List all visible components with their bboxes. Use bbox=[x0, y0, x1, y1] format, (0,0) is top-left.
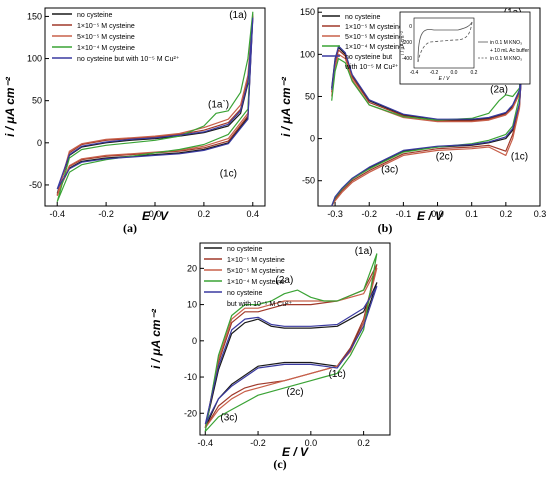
series-line-4 bbox=[204, 253, 378, 432]
x-tick-label: -0.4 bbox=[49, 209, 65, 219]
x-axis-label: E / V bbox=[142, 209, 169, 223]
curve-annotation: (3c) bbox=[381, 164, 398, 175]
x-tick-label: 0.0 bbox=[149, 209, 162, 219]
inset-x-tick: -0.4 bbox=[410, 70, 419, 76]
x-tick-label: 0.0 bbox=[431, 209, 444, 219]
legend-label: no cysteine but with 10⁻⁵ M Cu²⁺ bbox=[77, 56, 180, 63]
legend-label: 5×10⁻⁵ M cysteine bbox=[345, 34, 403, 41]
inset-legend-label: in 0.1 M KNO₃ bbox=[490, 40, 522, 46]
inset-plot-frame bbox=[413, 17, 475, 69]
legend-label: 1×10⁻⁴ M cysteine bbox=[77, 45, 135, 52]
series-line-5 bbox=[56, 17, 254, 190]
y-tick-label: 10 bbox=[187, 300, 197, 310]
chart-panel-1: -0.4 -0.2 0.0 0.2 0.4 -50 0 50 100 150 E / V i / μA… bbox=[3, 7, 266, 235]
x-tick-label: 0.4 bbox=[247, 209, 260, 219]
x-tick-label: 0.2 bbox=[357, 438, 370, 448]
inset-y-tick: 0 bbox=[409, 24, 412, 30]
legend-label: 1×10⁻⁵ M cysteine bbox=[77, 23, 135, 30]
legend-label: 1×10⁻⁵ M cysteine bbox=[345, 24, 403, 31]
inset-x-tick: 0.0 bbox=[451, 70, 458, 76]
y-tick-label: 150 bbox=[300, 7, 315, 17]
chart-panel-3: -0.4 -0.2 0.0 0.2 -20 -10 0 10 20 E / V i / μA cm⁻… bbox=[149, 242, 391, 471]
y-tick-label: 0 bbox=[37, 138, 42, 148]
chart-panel-2: -0.3 -0.2 -0.1 0.0 0.1 0.2 0.3 -50 0 50 100 150 E / … bbox=[279, 7, 546, 235]
x-tick-label: 0.0 bbox=[305, 438, 318, 448]
inset-x-label: E / V bbox=[439, 76, 451, 82]
x-tick-label: 0.2 bbox=[500, 209, 513, 219]
inset-x-tick: -0.2 bbox=[430, 70, 439, 76]
legend-label: no cysteine bbox=[227, 246, 263, 253]
y-tick-label: 100 bbox=[300, 49, 315, 59]
x-axis-label: E / V bbox=[417, 209, 444, 223]
legend-label: no cysteine bbox=[77, 12, 113, 19]
x-tick-label: 0.2 bbox=[198, 209, 211, 219]
legend-label: 1×10⁻⁴ M cysteine bbox=[227, 279, 285, 286]
inset-y-tick: -200 bbox=[402, 40, 412, 46]
y-tick-label: 0 bbox=[192, 336, 197, 346]
inset-legend-label: in 0.1 M KNO₃ bbox=[490, 56, 522, 62]
plot-frame bbox=[317, 7, 541, 207]
legend-label: no cysteine bbox=[345, 14, 381, 21]
legend-label: with 10⁻⁵ M Cu²⁺ bbox=[344, 64, 399, 71]
plot-frame bbox=[199, 242, 391, 436]
inset-legend-label: + 10 mL Ac buffer bbox=[490, 48, 529, 54]
curve-annotation: (2a) bbox=[490, 84, 508, 95]
curve-annotation: (1a) bbox=[355, 246, 373, 257]
panel-label: (b) bbox=[378, 221, 393, 235]
curve-annotation: (1a`) bbox=[208, 98, 229, 110]
legend-label: no cysteine but bbox=[345, 54, 392, 61]
x-tick-label: 0.3 bbox=[534, 209, 547, 219]
curve-annotation: (2c) bbox=[286, 387, 303, 398]
legend-label: 1×10⁻⁴ M cysteine bbox=[345, 44, 403, 51]
legend-label: 5×10⁻⁵ M cysteine bbox=[227, 268, 285, 275]
curve-annotation: (2a) bbox=[276, 275, 294, 286]
series-line-5 bbox=[204, 285, 378, 425]
panel-label: (a) bbox=[123, 221, 137, 235]
x-axis-label: E / V bbox=[282, 445, 309, 459]
y-axis-label: i / μA cm⁻² bbox=[279, 76, 293, 137]
x-tick-label: -0.1 bbox=[396, 209, 412, 219]
inset-frame bbox=[399, 11, 531, 85]
x-tick-label: -0.2 bbox=[361, 209, 377, 219]
inset-y-label: i / μA cm⁻² bbox=[400, 31, 406, 55]
series-line-1 bbox=[204, 282, 378, 429]
inset-y-tick: -400 bbox=[402, 56, 412, 62]
y-tick-label: 0 bbox=[310, 134, 315, 144]
inset-x-tick: 0.2 bbox=[471, 70, 478, 76]
y-tick-label: 50 bbox=[32, 96, 42, 106]
y-axis-label: i / μA cm⁻² bbox=[3, 76, 17, 137]
y-tick-label: 100 bbox=[27, 54, 42, 64]
x-tick-label: 0.1 bbox=[465, 209, 478, 219]
series-line-3 bbox=[204, 267, 378, 429]
y-tick-label: 50 bbox=[305, 91, 315, 101]
curve-annotation: (3c) bbox=[220, 413, 237, 424]
curve-annotation: (2c) bbox=[436, 152, 453, 163]
inset-curve bbox=[417, 21, 473, 63]
curve-annotation: (1a) bbox=[229, 10, 247, 21]
x-tick-label: -0.4 bbox=[198, 438, 214, 448]
y-tick-label: -10 bbox=[184, 372, 197, 382]
curve-annotation: (1c) bbox=[220, 169, 237, 180]
legend-label: 1×10⁻⁵ M cysteine bbox=[227, 257, 285, 264]
inset-curve bbox=[417, 21, 473, 63]
inset-plot: -0.4 -0.2 0.0 0.2 0 -200 -400 E / V i / μA cm⁻² i… bbox=[399, 11, 531, 85]
legend-label: but with 10⁻⁵ M Cu²⁺ bbox=[227, 301, 292, 308]
y-tick-label: -20 bbox=[184, 408, 197, 418]
curve-annotation: (1c) bbox=[329, 369, 346, 380]
legend-label: 5×10⁻⁵ M cysteine bbox=[77, 34, 135, 41]
curve-annotation: (1c) bbox=[511, 152, 528, 163]
x-tick-label: -0.2 bbox=[250, 438, 266, 448]
y-tick-label: 150 bbox=[27, 11, 42, 21]
y-tick-label: 20 bbox=[187, 263, 197, 273]
y-axis-label: i / μA cm⁻² bbox=[149, 308, 163, 369]
y-tick-label: -50 bbox=[29, 180, 42, 190]
panel-label: (c) bbox=[273, 457, 286, 471]
legend-label: no cysteine bbox=[227, 290, 263, 297]
x-tick-label: -0.3 bbox=[327, 209, 343, 219]
x-tick-label: -0.2 bbox=[98, 209, 114, 219]
y-tick-label: -50 bbox=[302, 176, 315, 186]
